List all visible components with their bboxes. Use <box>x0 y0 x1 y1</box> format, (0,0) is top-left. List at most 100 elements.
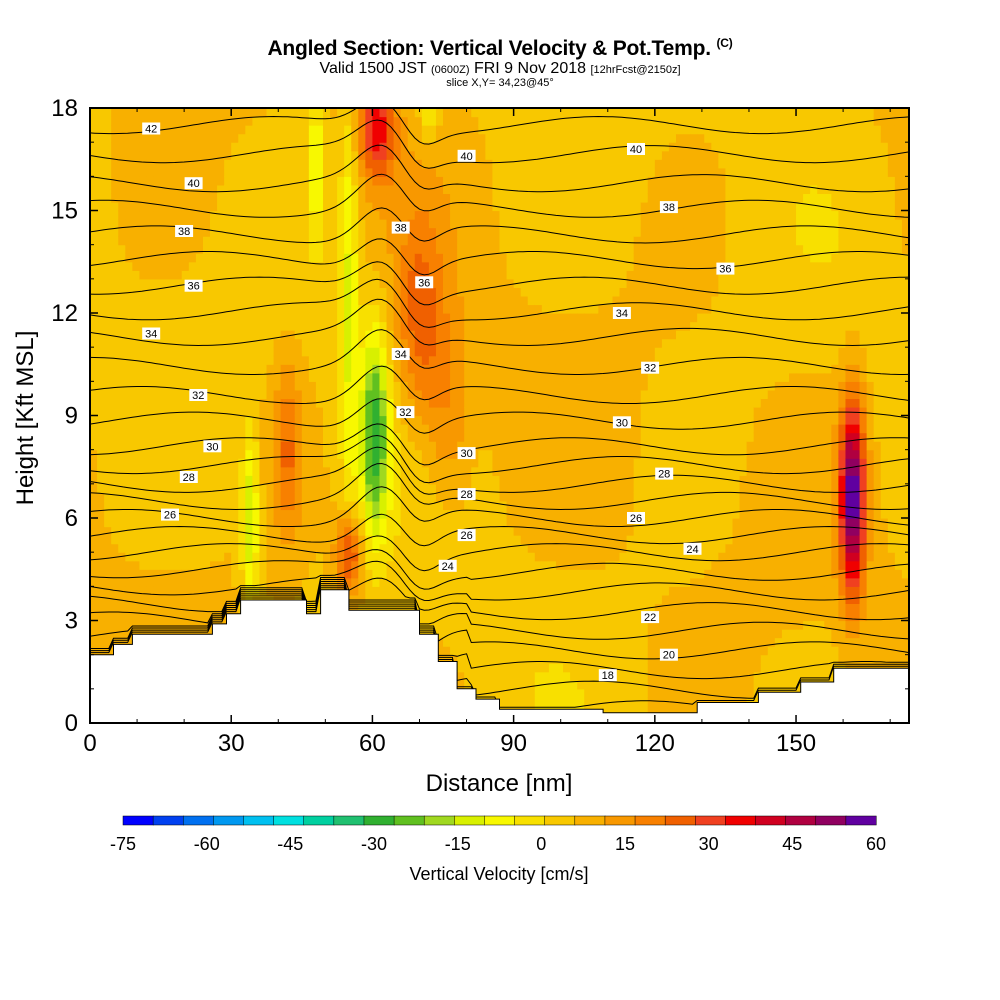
velocity-cell <box>541 287 550 297</box>
velocity-cell <box>202 518 211 528</box>
velocity-cell <box>372 184 381 195</box>
velocity-cell <box>435 637 444 647</box>
velocity-cell <box>125 475 133 485</box>
velocity-cell <box>534 201 543 212</box>
velocity-cell <box>160 304 169 314</box>
velocity-cell <box>139 406 148 417</box>
velocity-cell <box>160 330 169 340</box>
velocity-cell <box>492 295 501 306</box>
velocity-cell <box>174 620 183 630</box>
velocity-cell <box>471 167 479 177</box>
velocity-cell <box>322 108 331 118</box>
velocity-cell <box>443 406 451 417</box>
velocity-cell <box>337 518 345 528</box>
velocity-cell <box>520 518 529 528</box>
velocity-cell <box>464 287 472 297</box>
velocity-cell <box>527 261 536 271</box>
velocity-cell <box>478 492 486 502</box>
velocity-cell <box>492 304 501 314</box>
velocity-cell <box>132 577 141 587</box>
velocity-cell <box>365 466 374 476</box>
velocity-cell <box>308 261 317 271</box>
velocity-cell <box>301 441 310 451</box>
velocity-cell <box>428 518 437 528</box>
velocity-cell <box>315 526 324 536</box>
velocity-cell <box>520 663 529 673</box>
velocity-cell <box>372 364 381 374</box>
velocity-cell <box>435 500 444 511</box>
velocity-cell <box>139 449 148 459</box>
velocity-cell <box>125 466 133 476</box>
velocity-cell <box>450 637 458 647</box>
velocity-cell <box>386 449 395 459</box>
velocity-cell <box>210 518 218 528</box>
velocity-cell <box>111 424 119 434</box>
velocity-cell <box>174 304 183 314</box>
velocity-cell <box>506 526 515 536</box>
velocity-cell <box>125 432 133 442</box>
velocity-cell <box>358 167 366 177</box>
velocity-cell <box>485 219 494 229</box>
velocity-cell <box>97 159 105 169</box>
velocity-cell <box>266 518 275 528</box>
velocity-cell <box>273 500 282 511</box>
velocity-cell <box>252 364 261 374</box>
velocity-cell <box>315 535 324 545</box>
velocity-cell <box>443 236 451 246</box>
velocity-cell <box>245 518 253 528</box>
velocity-cell <box>548 219 557 229</box>
velocity-cell <box>111 167 119 177</box>
velocity-cell <box>464 244 472 254</box>
velocity-cell <box>541 483 550 493</box>
velocity-cell <box>153 176 162 186</box>
velocity-cell <box>315 287 324 297</box>
velocity-cell <box>202 244 211 254</box>
velocity-cell <box>217 355 225 365</box>
velocity-cell <box>457 278 465 288</box>
velocity-cell <box>188 543 197 553</box>
velocity-cell <box>421 483 430 493</box>
velocity-cell <box>238 133 246 143</box>
velocity-cell <box>231 295 239 306</box>
velocity-cell <box>315 278 324 288</box>
velocity-cell <box>132 509 141 519</box>
velocity-cell <box>195 569 204 579</box>
velocity-cell <box>97 577 105 587</box>
velocity-cell <box>563 611 571 622</box>
velocity-cell <box>301 449 310 459</box>
velocity-cell <box>337 219 345 229</box>
velocity-cell <box>266 483 275 493</box>
velocity-cell <box>344 509 352 519</box>
velocity-cell <box>245 458 253 468</box>
velocity-cell <box>125 526 133 536</box>
velocity-cell <box>210 415 218 425</box>
velocity-cell <box>337 133 345 143</box>
velocity-cell <box>471 629 479 639</box>
velocity-cell <box>118 108 126 118</box>
velocity-cell <box>443 415 451 425</box>
velocity-cell <box>118 321 126 331</box>
velocity-cell <box>435 381 444 391</box>
velocity-cell <box>527 509 536 519</box>
velocity-cell <box>125 560 133 570</box>
velocity-cell <box>344 355 352 365</box>
velocity-cell <box>308 150 317 160</box>
velocity-cell <box>541 176 550 186</box>
velocity-cell <box>577 663 585 673</box>
velocity-cell <box>478 458 486 468</box>
velocity-cell <box>492 389 501 400</box>
velocity-cell <box>421 560 430 570</box>
velocity-cell <box>457 611 465 622</box>
velocity-cell <box>400 150 409 160</box>
velocity-cell <box>577 552 585 562</box>
velocity-cell <box>555 543 564 553</box>
velocity-cell <box>393 398 402 408</box>
velocity-cell <box>541 663 550 673</box>
velocity-cell <box>111 313 119 323</box>
velocity-cell <box>428 125 437 135</box>
velocity-cell <box>322 270 331 280</box>
velocity-cell <box>217 304 225 314</box>
velocity-cell <box>259 398 268 408</box>
velocity-cell <box>372 381 381 391</box>
velocity-cell <box>365 167 374 177</box>
